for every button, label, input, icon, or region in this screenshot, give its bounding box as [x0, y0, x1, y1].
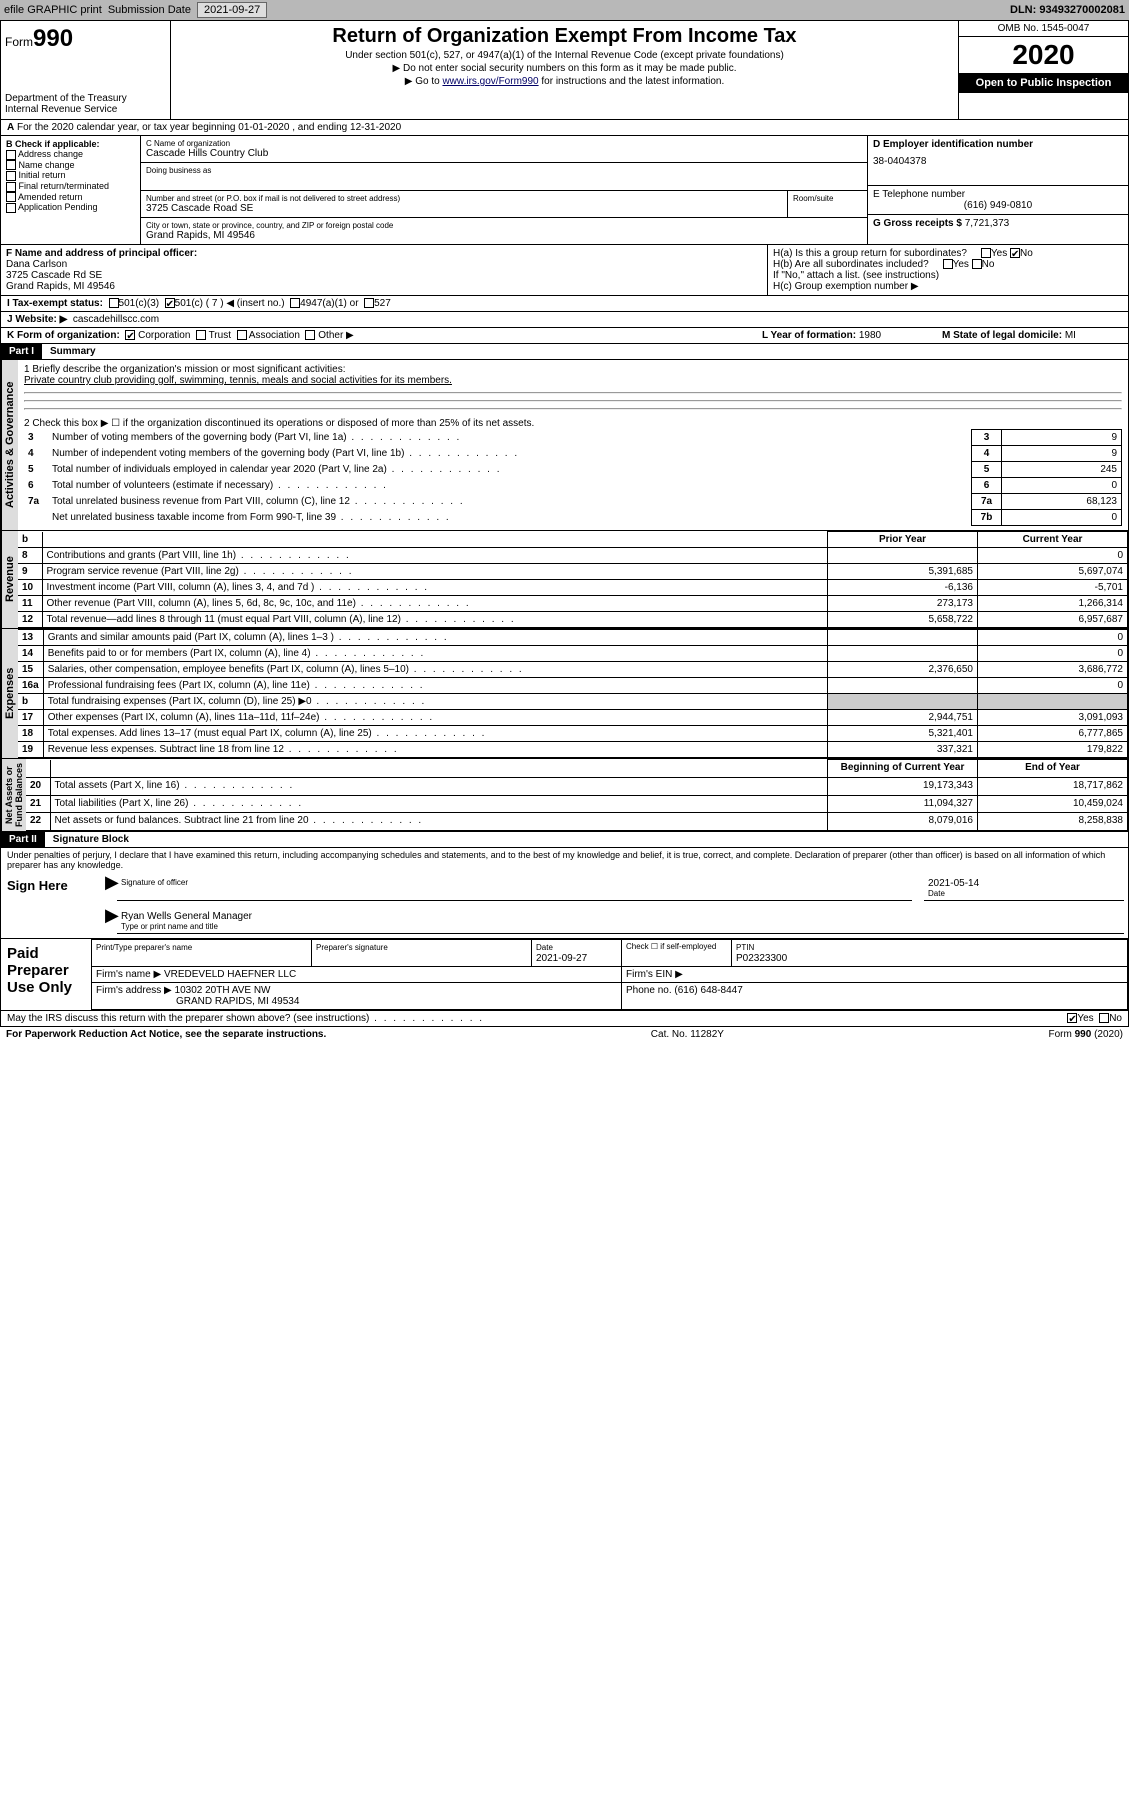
box-b-title: B Check if applicable:	[6, 139, 100, 149]
tax-year: 2020	[959, 37, 1128, 73]
subtitle-1: Under section 501(c), 527, or 4947(a)(1)…	[175, 50, 954, 61]
sig-date: 2021-05-14	[928, 878, 1120, 889]
officer-addr1: 3725 Cascade Rd SE	[6, 270, 762, 281]
form-header: Form990 Department of the Treasury Inter…	[0, 20, 1129, 120]
sig-officer-label: Signature of officer	[121, 878, 908, 887]
open-inspection: Open to Public Inspection	[959, 73, 1128, 93]
hb-question: H(b) Are all subordinates included? Yes …	[773, 259, 1123, 270]
gross-value: 7,721,373	[965, 218, 1010, 229]
subtitle-2: ▶ Do not enter social security numbers o…	[175, 63, 954, 74]
gross-label: G Gross receipts $	[873, 218, 962, 229]
phone-label: E Telephone number	[873, 189, 1123, 200]
city-label: City or town, state or province, country…	[146, 221, 862, 230]
efile-label: efile GRAPHIC print	[4, 4, 102, 16]
subtitle-3: ▶ Go to www.irs.gov/Form990 for instruct…	[175, 76, 954, 87]
date-label: Date	[928, 889, 1120, 898]
checkbox-address-change[interactable]: Address change	[6, 149, 135, 160]
website-value: cascadehillscc.com	[73, 314, 159, 325]
city: Grand Rapids, MI 49546	[146, 230, 862, 241]
officer-name-title: Ryan Wells General Manager	[121, 911, 1120, 922]
form-title: Return of Organization Exempt From Incom…	[175, 25, 954, 48]
part2-header: Part IISignature Block	[0, 832, 1129, 848]
expenses-section: Expenses 13Grants and similar amounts pa…	[0, 629, 1129, 759]
q2: 2 Check this box ▶ ☐ if the organization…	[24, 418, 1122, 429]
checkbox-final-return-terminated[interactable]: Final return/terminated	[6, 181, 135, 192]
tax-status-row: I Tax-exempt status: 501(c)(3) 501(c) ( …	[0, 296, 1129, 312]
phone-value: (616) 949-0810	[873, 200, 1123, 211]
paid-preparer-section: Paid Preparer Use Only Print/Type prepar…	[0, 939, 1129, 1011]
room-label: Room/suite	[787, 191, 867, 217]
officer-label: F Name and address of principal officer:	[6, 248, 197, 259]
officer-addr2: Grand Rapids, MI 49546	[6, 281, 762, 292]
period-row: A For the 2020 calendar year, or tax yea…	[0, 120, 1129, 136]
checkbox-amended-return[interactable]: Amended return	[6, 192, 135, 203]
dln: DLN: 93493270002081	[1010, 4, 1125, 16]
checkbox-name-change[interactable]: Name change	[6, 160, 135, 171]
ein-value: 38-0404378	[873, 156, 1123, 167]
ha-question: H(a) Is this a group return for subordin…	[773, 248, 1123, 259]
part1-header: Part ISummary	[0, 344, 1129, 360]
activities-governance: Activities & Governance 1 Briefly descri…	[0, 360, 1129, 531]
q1: 1 Briefly describe the organization's mi…	[24, 364, 1122, 375]
declaration: Under penalties of perjury, I declare th…	[0, 848, 1129, 872]
dept-treasury: Department of the Treasury	[5, 93, 166, 104]
officer-block: F Name and address of principal officer:…	[0, 245, 1129, 296]
website-row: J Website: ▶ cascadehillscc.com	[0, 312, 1129, 328]
netassets-section: Net Assets orFund Balances Beginning of …	[0, 759, 1129, 832]
omb-number: OMB No. 1545-0047	[959, 21, 1128, 37]
officer-name: Dana Carlson	[6, 259, 762, 270]
dba-label: Doing business as	[146, 166, 862, 175]
name-label: C Name of organization	[146, 139, 862, 148]
discuss-row: May the IRS discuss this return with the…	[0, 1011, 1129, 1027]
street: 3725 Cascade Road SE	[146, 203, 782, 214]
hb-note: If "No," attach a list. (see instruction…	[773, 270, 1123, 281]
type-label: Type or print name and title	[121, 922, 1120, 931]
sign-here-section: Sign Here ▶ Signature of officer 2021-05…	[0, 872, 1129, 939]
checkbox-initial-return[interactable]: Initial return	[6, 170, 135, 181]
hc-question: H(c) Group exemption number ▶	[773, 281, 1123, 292]
form-number: Form990	[5, 25, 166, 53]
irs-link[interactable]: www.irs.gov/Form990	[442, 76, 538, 87]
org-form-row: K Form of organization: Corporation Trus…	[0, 328, 1129, 344]
org-name: Cascade Hills Country Club	[146, 148, 862, 159]
identity-block: B Check if applicable: Address change Na…	[0, 136, 1129, 245]
revenue-section: Revenue bPrior YearCurrent Year8Contribu…	[0, 531, 1129, 629]
street-label: Number and street (or P.O. box if mail i…	[146, 194, 782, 203]
page-footer: For Paperwork Reduction Act Notice, see …	[0, 1027, 1129, 1042]
submission-label: Submission Date	[108, 4, 191, 16]
checkbox-application-pending[interactable]: Application Pending	[6, 202, 135, 213]
submission-date-button[interactable]: 2021-09-27	[197, 2, 267, 18]
ein-label: D Employer identification number	[873, 139, 1033, 150]
top-bar: efile GRAPHIC print Submission Date 2021…	[0, 0, 1129, 20]
mission: Private country club providing golf, swi…	[24, 375, 1122, 386]
irs-label: Internal Revenue Service	[5, 104, 166, 115]
